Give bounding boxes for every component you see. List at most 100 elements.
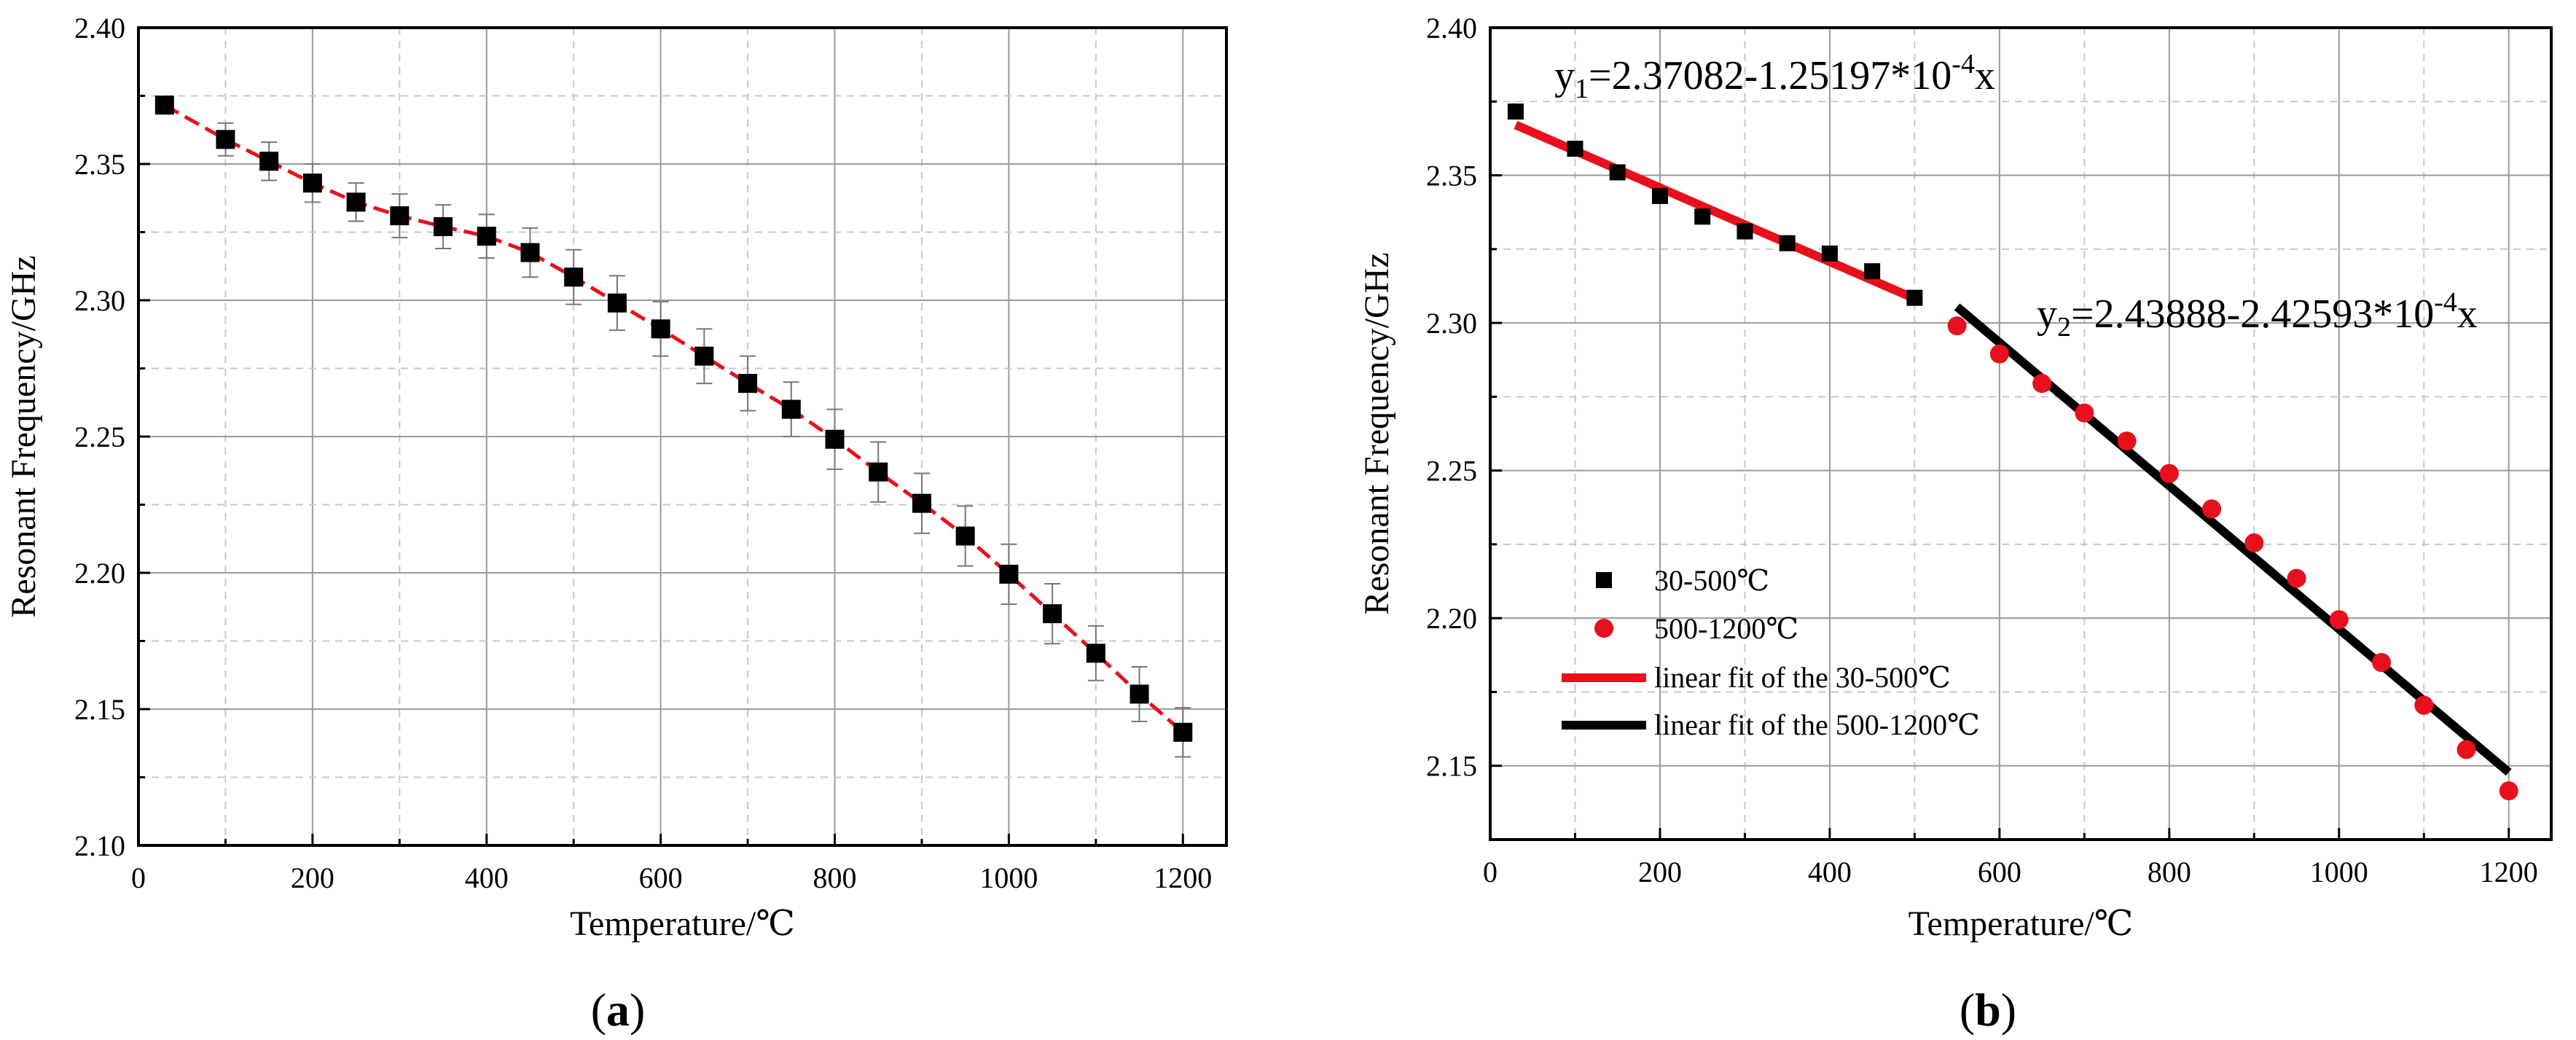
chart-a-point bbox=[738, 374, 758, 394]
chart-b-point-square bbox=[1737, 223, 1753, 240]
a-y-tick-label: 2.20 bbox=[74, 557, 125, 590]
chart-a-series-line bbox=[163, 103, 1184, 734]
chart-a-point bbox=[564, 267, 584, 287]
eq2-pre: y bbox=[2037, 292, 2057, 337]
chart-a-error-bars bbox=[217, 122, 1191, 758]
a-x-tick-label: 200 bbox=[291, 861, 334, 894]
chart-a-point bbox=[154, 95, 174, 115]
eq1-sup: -4 bbox=[1951, 49, 1975, 79]
chart-b-point-square bbox=[1609, 164, 1626, 181]
a-y-tick-label: 2.25 bbox=[74, 421, 125, 453]
chart-b-point-circle bbox=[2499, 781, 2518, 801]
b-x-tick-label: 1200 bbox=[2480, 856, 2538, 888]
chart-a-point bbox=[434, 217, 453, 237]
chart-b-point-circle bbox=[2414, 695, 2434, 715]
b-x-tick-label: 1000 bbox=[2310, 856, 2368, 888]
chart-b-point-circle bbox=[1947, 316, 1967, 336]
chart-a-panel-letter: a bbox=[606, 984, 630, 1036]
chart-a-point bbox=[1086, 644, 1105, 663]
eq2-sup: -4 bbox=[2434, 287, 2457, 318]
chart-b-legend: 30-500℃ 500-1200℃ linear fit of the 30-5… bbox=[1562, 564, 1980, 741]
a-y-tick-label: 2.40 bbox=[74, 12, 125, 44]
chart-a-point bbox=[825, 429, 845, 449]
chart-a-point bbox=[216, 130, 235, 149]
chart-b-point-square bbox=[1651, 187, 1668, 204]
chart-b-point-square bbox=[1779, 235, 1796, 251]
b-y-tick-label: 2.40 bbox=[1426, 12, 1477, 44]
chart-a-point bbox=[607, 293, 627, 313]
b-y-tick-label: 2.30 bbox=[1426, 307, 1477, 340]
chart-a-point bbox=[999, 564, 1019, 584]
chart-a-point bbox=[520, 243, 540, 262]
chart-b: 0 200 400 600 800 1000 1200 2.15 2.20 2.25 2.30 2.3… bbox=[1358, 12, 2553, 1036]
chart-a-point bbox=[869, 462, 888, 482]
chart-b-point-square bbox=[1821, 245, 1838, 262]
b-y-tick-label: 2.35 bbox=[1426, 160, 1477, 192]
chart-a-point bbox=[1130, 684, 1149, 704]
chart-b-point-circle bbox=[2329, 610, 2349, 630]
chart-a-grid bbox=[138, 28, 1226, 845]
a-y-tick-label: 2.30 bbox=[74, 284, 125, 317]
chart-a-point bbox=[694, 346, 714, 366]
chart-b-point-circle bbox=[2244, 533, 2264, 552]
b-y-tick-label: 2.20 bbox=[1426, 602, 1477, 635]
eq1-mid: =2.37082-1.25197*10 bbox=[1589, 53, 1951, 98]
chart-a-point bbox=[302, 173, 322, 193]
b-x-tick-label: 200 bbox=[1638, 856, 1682, 888]
chart-b-ticks: 0 200 400 600 800 1000 1200 2.15 2.20 2.25 2.30 2.3… bbox=[1426, 12, 2538, 888]
a-y-tick-label: 2.10 bbox=[74, 829, 125, 862]
chart-b-point-circle bbox=[1989, 344, 2009, 364]
chart-a-point bbox=[346, 192, 366, 212]
chart-a-point bbox=[781, 399, 801, 419]
chart-a-panel-label: (a) bbox=[591, 984, 646, 1036]
chart-b-point-circle bbox=[2456, 740, 2476, 759]
chart-a: 0 200 400 600 800 1000 1200 2.10 2.15 2.20 2.25 2.3… bbox=[4, 12, 1228, 1036]
chart-b-point-circle bbox=[2287, 568, 2306, 588]
chart-b-point-square bbox=[1567, 141, 1583, 157]
eq2-mid: =2.43888-2.42593*10 bbox=[2071, 292, 2434, 337]
chart-b-point-square bbox=[1507, 103, 1524, 120]
chart-b-equation-1: y1=2.37082-1.25197*10-4x bbox=[1554, 49, 1995, 104]
chart-a-points bbox=[154, 95, 1193, 742]
chart-b-point-square bbox=[1694, 208, 1711, 225]
chart-b-point-circle bbox=[2159, 464, 2179, 483]
chart-a-point bbox=[651, 319, 670, 339]
chart-a-point bbox=[1173, 722, 1193, 742]
legend-label-3: linear fit of the 500-1200℃ bbox=[1654, 708, 1980, 741]
chart-a-point bbox=[390, 206, 410, 226]
a-x-tick-label: 800 bbox=[813, 861, 857, 894]
chart-b-panel-letter: b bbox=[1975, 984, 2001, 1036]
a-x-tick-label: 1000 bbox=[979, 861, 1038, 894]
chart-a-point bbox=[259, 152, 279, 171]
chart-b-plot-frame bbox=[1489, 26, 2553, 841]
chart-a-point bbox=[955, 526, 975, 546]
chart-a-point bbox=[912, 493, 931, 513]
eq2-sub: 2 bbox=[2057, 312, 2071, 343]
chart-b-point-circle bbox=[2075, 403, 2094, 423]
chart-b-point-square bbox=[1906, 289, 1923, 306]
a-x-tick-label: 0 bbox=[131, 861, 146, 894]
legend-label-0: 30-500℃ bbox=[1654, 564, 1769, 597]
eq1-pre: y bbox=[1554, 53, 1575, 98]
legend-marker-circle bbox=[1594, 619, 1613, 638]
chart-b-point-circle bbox=[2117, 431, 2137, 451]
a-x-tick-label: 400 bbox=[465, 861, 509, 894]
b-x-tick-label: 0 bbox=[1483, 856, 1498, 888]
eq1-post: x bbox=[1975, 53, 1995, 98]
b-y-tick-label: 2.15 bbox=[1426, 750, 1477, 783]
chart-a-point bbox=[1043, 604, 1062, 624]
chart-b-x-axis-label: Temperature/℃ bbox=[1908, 904, 2134, 943]
chart-b-equation-2: y2=2.43888-2.42593*10-4x bbox=[2037, 287, 2478, 343]
eq2-post: x bbox=[2457, 292, 2478, 337]
chart-b-panel-label: (b) bbox=[1960, 984, 2016, 1036]
b-x-tick-label: 600 bbox=[1978, 856, 2021, 888]
a-x-tick-label: 1200 bbox=[1154, 861, 1212, 894]
a-y-tick-label: 2.35 bbox=[74, 148, 125, 181]
b-x-tick-label: 800 bbox=[2148, 856, 2191, 888]
chart-b-points bbox=[1507, 103, 2518, 801]
chart-a-x-axis-label: Temperature/℃ bbox=[570, 904, 795, 943]
chart-a-y-axis-label: Resonant Frequency/GHz bbox=[4, 255, 43, 617]
a-x-tick-label: 600 bbox=[639, 861, 683, 894]
legend-label-2: linear fit of the 30-500℃ bbox=[1654, 661, 1951, 694]
chart-a-ticks: 0 200 400 600 800 1000 1200 2.10 2.15 2.20 2.25 2.3… bbox=[74, 12, 1212, 894]
